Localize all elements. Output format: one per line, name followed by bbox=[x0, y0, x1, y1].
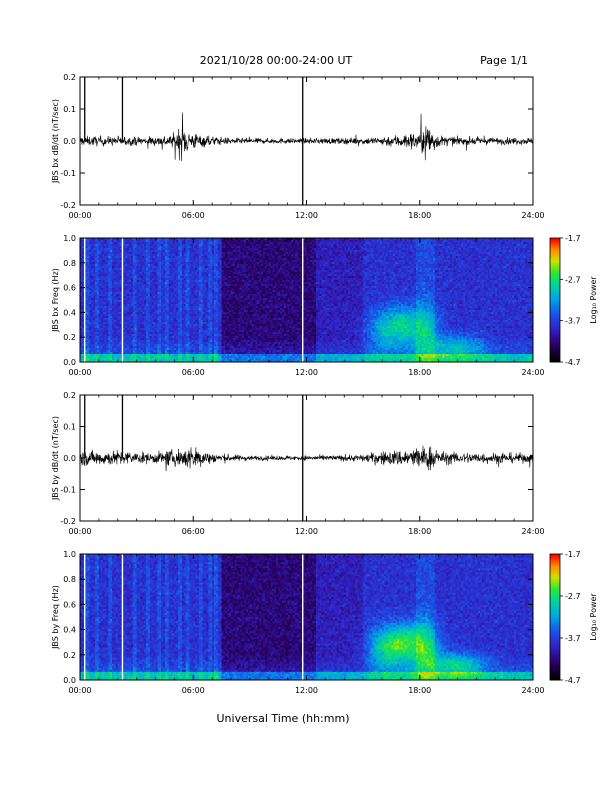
y-tick-label: 0.0 bbox=[63, 137, 76, 146]
bx-spectrogram-panel: 1.00.80.60.40.20.000:00 06:00 12:00 18:00 24… bbox=[51, 234, 598, 377]
y-axis-label: JBS bx dB/dt (nT/sec) bbox=[51, 99, 60, 184]
x-tick-label: 00:00 bbox=[68, 211, 91, 220]
bx-dbdt-panel: 0.2 0.1 0.0 -0.1 -0.200:00 06:00 12:00 18:00 24:… bbox=[51, 73, 545, 220]
x-tick-label: 24:00 bbox=[521, 211, 544, 220]
y-tick-label: -0.1 bbox=[60, 169, 76, 178]
date-title: 2021/10/28 00:00-24:00 UT bbox=[200, 54, 353, 67]
page-label: Page 1/1 bbox=[480, 54, 528, 67]
y-tick-label: -0.2 bbox=[60, 201, 76, 210]
y-tick-label: 0.1 bbox=[63, 105, 76, 114]
x-tick-label: 06:00 bbox=[182, 211, 205, 220]
x-tick-label: 18:00 bbox=[408, 211, 431, 220]
y-tick-label: 0.2 bbox=[63, 73, 76, 82]
dbdt-trace bbox=[80, 113, 533, 161]
x-tick-label: 12:00 bbox=[295, 211, 318, 220]
